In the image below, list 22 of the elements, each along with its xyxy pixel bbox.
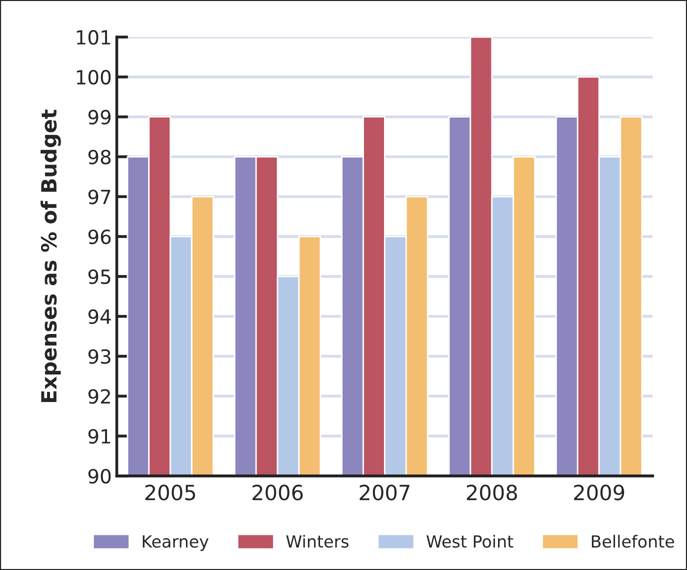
- y-axis-title: Expenses as % of Budget: [40, 110, 61, 402]
- y-tick-label: 96: [88, 230, 111, 244]
- y-tick-label: 98: [88, 150, 111, 164]
- x-tick-label: 2008: [466, 484, 517, 500]
- x-tick-label: 2005: [145, 484, 196, 500]
- y-tick-label: 100: [76, 70, 111, 85]
- y-tick-label: 91: [88, 429, 110, 444]
- x-tick-label: 2007: [360, 484, 410, 500]
- y-tick-label: 97: [88, 190, 110, 204]
- y-tick-label: 101: [76, 30, 110, 45]
- legend-label: Winters: [286, 534, 348, 548]
- y-tick-label: 90: [88, 468, 111, 484]
- legend-label: Bellefonte: [592, 534, 674, 548]
- y-tick-label: 95: [88, 269, 110, 284]
- y-tick-label: 93: [88, 349, 110, 364]
- legend-label: Kearney: [142, 535, 209, 551]
- legend-label: West Point: [426, 534, 514, 548]
- y-tick-label: 94: [88, 309, 111, 324]
- x-tick-label: 2006: [252, 484, 303, 500]
- x-tick-label: 2009: [574, 484, 624, 500]
- y-tick-label: 99: [88, 110, 111, 125]
- y-tick-label: 92: [88, 389, 110, 404]
